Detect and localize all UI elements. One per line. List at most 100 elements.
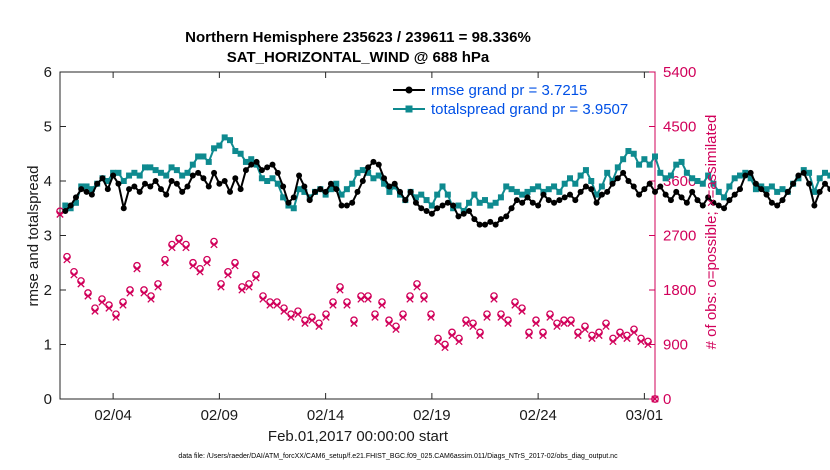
rmse-point <box>455 213 462 220</box>
rmse-point <box>662 191 669 198</box>
rmse-point <box>822 180 828 187</box>
y-tick-label: 5 <box>44 119 52 136</box>
spread-point <box>545 186 552 193</box>
rmse-point <box>444 199 451 206</box>
spread-point <box>582 167 589 174</box>
rmse-point <box>99 175 106 182</box>
rmse-point <box>386 183 393 190</box>
spread-point <box>487 202 494 209</box>
rmse-point <box>545 197 552 204</box>
rmse-point <box>694 197 701 204</box>
spread-point <box>237 150 244 157</box>
rmse-point <box>216 180 223 187</box>
spread-point <box>816 175 823 182</box>
obs-assimilated-point <box>343 301 351 309</box>
rmse-point <box>248 161 255 168</box>
rmse-point <box>397 188 403 195</box>
rmse-point <box>652 188 658 195</box>
spread-point <box>343 186 350 193</box>
rmse-point <box>705 194 712 201</box>
rmse-point <box>678 194 685 201</box>
obs-assimilated-point <box>266 301 274 309</box>
rmse-point <box>476 221 483 228</box>
obs-assimilated-point <box>329 301 337 309</box>
obs-assimilated-point <box>336 286 344 294</box>
rmse-point <box>381 175 388 182</box>
rmse-point <box>285 199 292 206</box>
rmse-point <box>189 172 196 179</box>
obs-assimilated-point <box>259 295 267 303</box>
obs-assimilated-point <box>644 340 652 349</box>
rmse-point <box>811 202 818 209</box>
spread-point <box>290 205 297 212</box>
rmse-point <box>173 180 180 187</box>
spread-point <box>296 186 303 193</box>
rmse-point <box>115 180 122 187</box>
rmse-point <box>710 199 717 206</box>
obs-assimilated-point <box>238 286 246 294</box>
obs-assimilated-point <box>518 307 526 315</box>
rmse-point <box>110 172 117 179</box>
rmse-point <box>205 183 212 190</box>
obs-assimilated-point <box>630 328 638 337</box>
obs-assimilated-point <box>154 283 162 291</box>
rmse-point <box>126 186 133 193</box>
rmse-point <box>540 191 547 198</box>
rmse-point <box>482 221 488 228</box>
obs-assimilated-point <box>462 319 470 327</box>
spread-point <box>62 202 69 209</box>
x-tick-label: 02/24 <box>519 407 557 424</box>
rmse-point <box>620 169 627 176</box>
rmse-point <box>306 197 313 204</box>
rmse-point <box>758 186 765 193</box>
rmse-point <box>614 175 621 182</box>
rmse-point <box>83 188 90 195</box>
rmse-point <box>136 188 143 195</box>
spread-point <box>646 161 653 168</box>
spread-point <box>381 180 388 187</box>
rmse-point <box>333 186 340 193</box>
rmse-point <box>513 197 520 204</box>
spread-point <box>152 167 159 174</box>
obs-assimilated-point <box>84 292 92 300</box>
obs-assimilated-point <box>301 319 309 327</box>
spread-point <box>349 180 356 187</box>
rmse-point <box>327 180 334 187</box>
rmse-point <box>779 197 786 204</box>
rmse-point <box>683 199 690 206</box>
y-tick-label: 3 <box>44 228 52 245</box>
rmse-point <box>343 202 350 209</box>
rmse-point <box>62 207 69 214</box>
spread-point <box>497 194 504 201</box>
spread-point <box>726 183 733 190</box>
rmse-point <box>567 191 573 198</box>
obs-assimilated-point <box>189 262 197 270</box>
rmse-point <box>163 191 170 198</box>
y-axis-right-label: # of obs: o=possible; ×=assimilated <box>703 115 720 350</box>
y-tick-label: 0 <box>44 391 52 408</box>
spread-point <box>455 202 462 209</box>
obs-assimilated-point <box>602 322 610 330</box>
legend-rmse-label: rmse grand pr = 3.7215 <box>431 82 587 99</box>
x-tick-label: 03/01 <box>626 407 664 424</box>
obs-assimilated-point <box>455 337 463 346</box>
y-tick-label: 6 <box>44 64 52 81</box>
plot-area <box>59 71 656 400</box>
spread-point <box>163 172 170 179</box>
rmse-point <box>721 205 728 212</box>
spread-point <box>519 191 526 198</box>
obs-assimilated-point <box>588 334 596 343</box>
rmse-point <box>428 210 435 217</box>
rmse-point <box>152 178 159 184</box>
obs-assimilated-point <box>623 334 631 343</box>
obs-assimilated-point <box>168 243 176 252</box>
spread-point <box>763 186 770 193</box>
obs-assimilated-point <box>56 210 64 218</box>
legend-rmse-marker <box>405 86 413 94</box>
obs-assimilated-point <box>483 313 491 321</box>
spread-point <box>476 199 483 206</box>
obs-assimilated-point <box>105 304 113 312</box>
rmse-point <box>466 207 473 214</box>
rmse-point <box>317 186 324 193</box>
obs-assimilated-point <box>63 256 71 264</box>
